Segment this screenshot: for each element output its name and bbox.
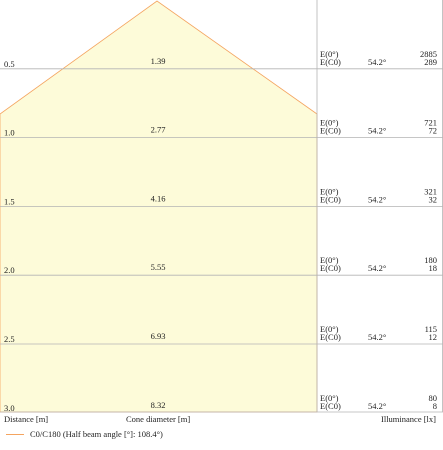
distance-axis-label: Distance [m] xyxy=(4,414,49,424)
grid-lines xyxy=(0,0,443,413)
e0-illuminance-value: 721 xyxy=(424,118,437,128)
e0-illuminance-value: 80 xyxy=(429,393,438,403)
ec0-label: E(C0) xyxy=(320,263,341,273)
ec0-illuminance-value: 32 xyxy=(429,194,438,204)
cone-diameter-value: 8.32 xyxy=(151,400,166,410)
e0-label: E(0°) xyxy=(320,186,339,196)
distance-value: 3.0 xyxy=(4,403,15,413)
e0-illuminance-value: 115 xyxy=(425,324,437,334)
ec0-label: E(C0) xyxy=(320,332,341,342)
e0-label: E(0°) xyxy=(320,324,339,334)
e0-label: E(0°) xyxy=(320,118,339,128)
half-angle-value: 54.2° xyxy=(368,332,386,342)
e0-illuminance-value: 321 xyxy=(424,186,437,196)
distance-value: 2.0 xyxy=(4,265,15,275)
e0-illuminance-value: 2885 xyxy=(420,49,437,59)
distance-value: 1.5 xyxy=(4,196,15,206)
ec0-illuminance-value: 72 xyxy=(429,126,438,136)
e0-illuminance-value: 180 xyxy=(424,255,437,265)
cone-diameter-value: 2.77 xyxy=(151,125,166,135)
cone-diameter-value: 5.55 xyxy=(151,262,166,272)
half-angle-value: 54.2° xyxy=(368,401,386,411)
distance-value: 0.5 xyxy=(4,59,15,69)
ec0-illuminance-value: 12 xyxy=(429,332,438,342)
e0-label: E(0°) xyxy=(320,255,339,265)
cone-diameter-axis-label: Cone diameter [m] xyxy=(126,414,191,424)
half-angle-value: 54.2° xyxy=(368,126,386,136)
ec0-illuminance-value: 8 xyxy=(433,401,437,411)
illuminance-axis-label: Illuminance [lx] xyxy=(381,414,436,424)
half-angle-value: 54.2° xyxy=(368,263,386,273)
ec0-illuminance-value: 18 xyxy=(429,263,438,273)
ec0-label: E(C0) xyxy=(320,401,341,411)
ec0-label: E(C0) xyxy=(320,57,341,67)
distance-value: 1.0 xyxy=(4,128,15,138)
ec0-illuminance-value: 289 xyxy=(424,57,437,67)
ec0-label: E(C0) xyxy=(320,194,341,204)
cone-diameter-value: 4.16 xyxy=(151,193,166,203)
cone-diameter-value: 6.93 xyxy=(151,331,166,341)
distance-value: 2.5 xyxy=(4,334,15,344)
ec0-label: E(C0) xyxy=(320,126,341,136)
half-angle-value: 54.2° xyxy=(368,57,386,67)
e0-label: E(0°) xyxy=(320,393,339,403)
half-angle-value: 54.2° xyxy=(368,194,386,204)
cone-diameter-value: 1.39 xyxy=(151,56,166,66)
legend-label: C0/C180 (Half beam angle [°]: 108.4°) xyxy=(30,429,163,439)
legend-swatch xyxy=(6,434,24,435)
e0-label: E(0°) xyxy=(320,49,339,59)
